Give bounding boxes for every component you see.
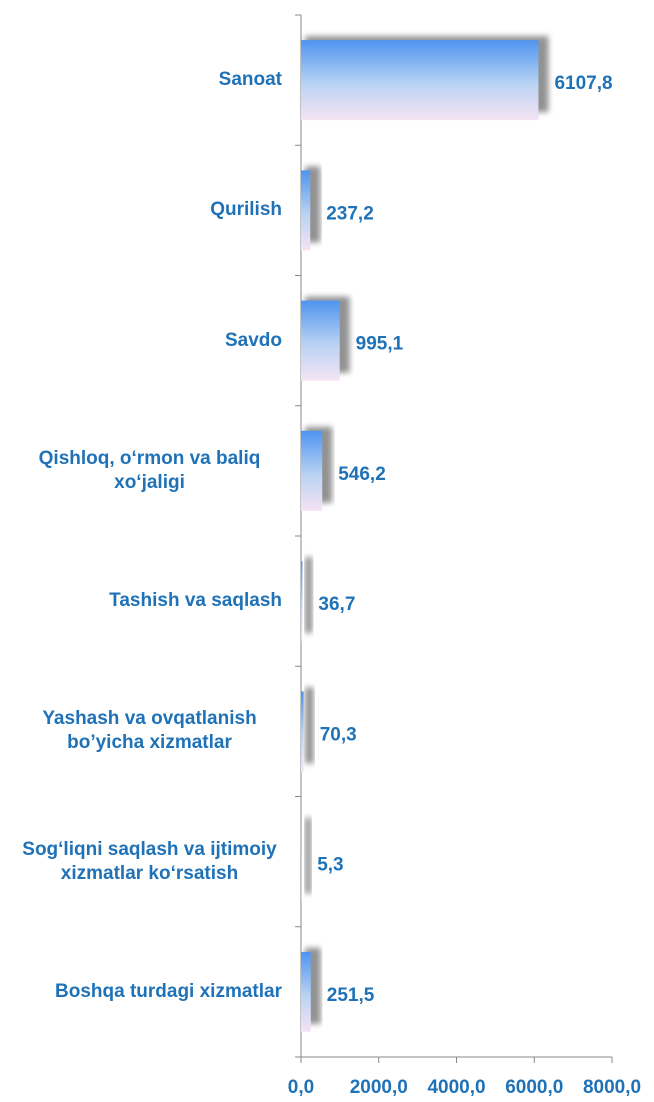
bar-shadow: [305, 557, 313, 634]
bar: [301, 40, 539, 121]
value-label: 251,5: [327, 985, 375, 1006]
x-tick-label: 0,0: [288, 1077, 314, 1098]
category-label: Yashash va ovqatlanish bo’yicha xizmatla…: [42, 708, 257, 754]
value-label: 546,2: [338, 464, 386, 485]
value-label: 995,1: [356, 334, 404, 355]
bar-shadow: [305, 687, 314, 764]
value-label: 237,2: [326, 203, 374, 224]
bar: [301, 951, 311, 1032]
value-label: 5,3: [317, 855, 343, 876]
x-tick-label: 6000,0: [505, 1077, 563, 1098]
value-label: 36,7: [318, 594, 355, 615]
category-label: Savdo: [224, 329, 282, 351]
x-tick-label: 8000,0: [583, 1077, 641, 1098]
category-label: Tashish va saqlash: [109, 590, 282, 612]
bar: [301, 170, 311, 251]
category-label: Sanoat: [218, 69, 282, 91]
bar: [301, 561, 303, 642]
bar-shadow: [305, 817, 312, 894]
category-label: Sog‘liqni saqlash va ijtimoiy xizmatlar …: [22, 838, 277, 884]
value-label: 6107,8: [554, 73, 612, 94]
category-label: Qishloq, o‘rmon va baliq xo‘jaligi: [38, 447, 261, 493]
category-label: Boshqa turdagi xizmatlar: [55, 980, 282, 1002]
bar: [301, 430, 323, 511]
x-tick-label: 2000,0: [350, 1077, 408, 1098]
x-tick-label: 4000,0: [427, 1077, 485, 1098]
bar: [301, 691, 304, 772]
value-label: 70,3: [320, 724, 357, 745]
category-label: Qurilish: [210, 199, 282, 221]
bar: [301, 300, 340, 381]
